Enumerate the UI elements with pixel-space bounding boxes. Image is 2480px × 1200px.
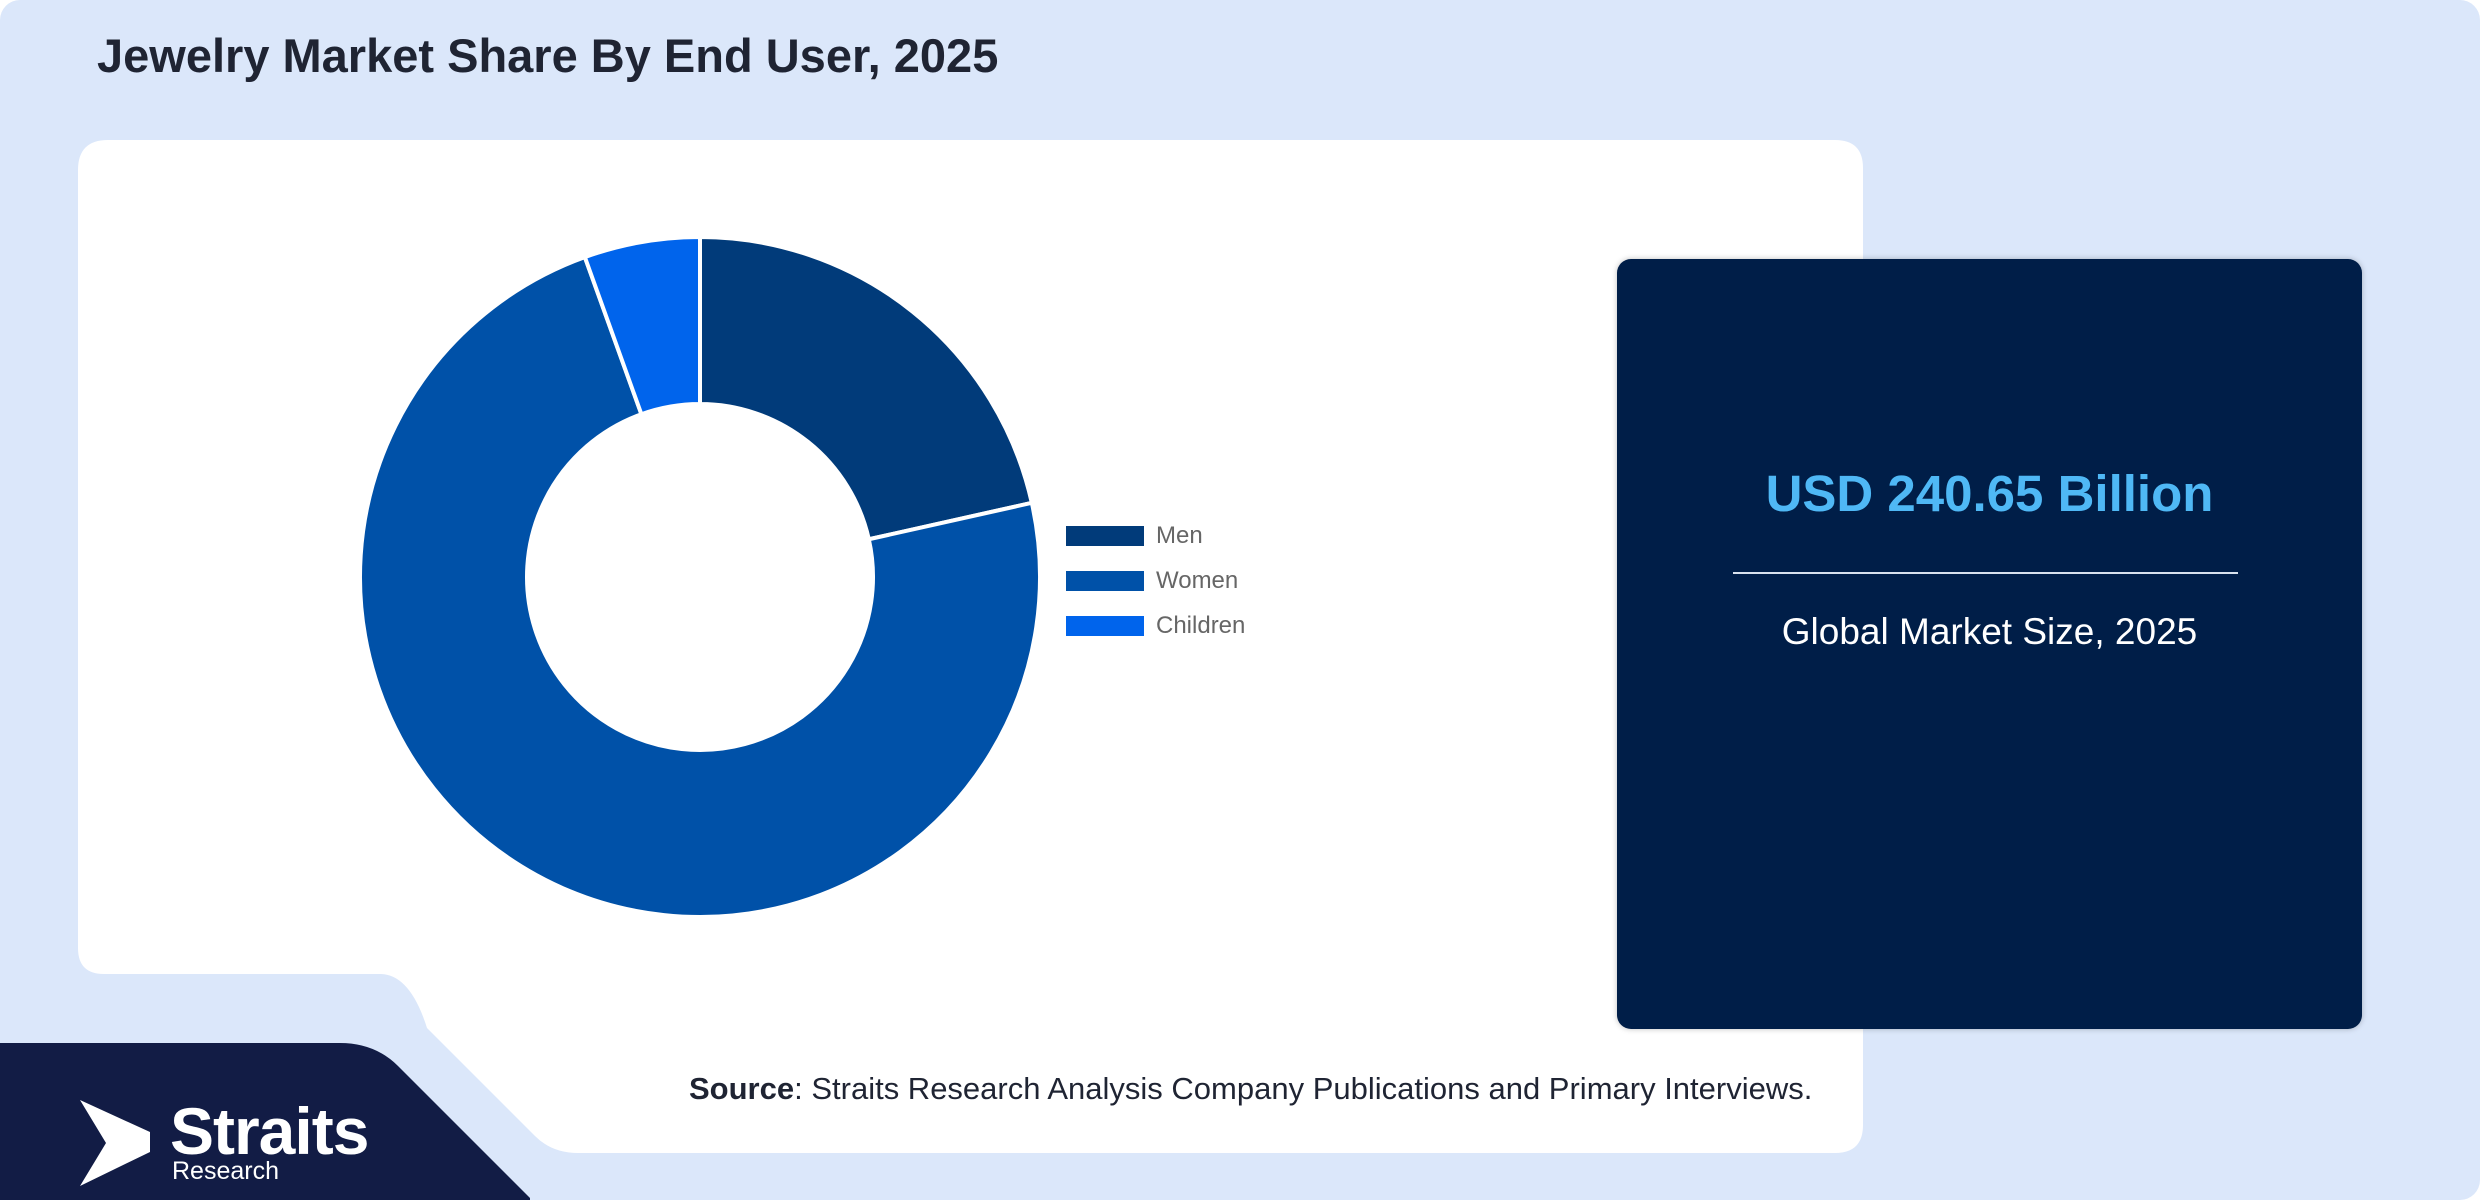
- donut-slice-women: [358, 254, 1042, 919]
- market-divider: [1733, 572, 2238, 574]
- market-size-card: USD 240.65 Billion Global Market Size, 2…: [1617, 259, 2362, 1029]
- source-note: Source: Straits Research Analysis Compan…: [689, 1071, 1812, 1107]
- legend-label: Women: [1156, 566, 1239, 594]
- footer-bar: [0, 1043, 530, 1200]
- legend-label: Children: [1156, 611, 1246, 639]
- chart-legend: Men Women Children: [1066, 513, 1245, 648]
- market-size-value: USD 240.65 Billion: [1765, 465, 2214, 522]
- donut-slice-children: [582, 234, 702, 417]
- legend-swatch: [1066, 615, 1144, 636]
- source-prefix: Source: [689, 1071, 795, 1106]
- chart-title: Jewelry Market Share By End User, 2025: [97, 29, 999, 82]
- market-size-label: Global Market Size, 2025: [1781, 611, 2198, 652]
- donut-slice-men: [698, 234, 1035, 542]
- legend-label: Men: [1156, 521, 1203, 549]
- donut-chart: [358, 234, 1042, 919]
- logo-name: Straits: [170, 1094, 369, 1168]
- legend-swatch: [1066, 525, 1144, 546]
- source-text: : Straits Research Analysis Company Publ…: [794, 1071, 1813, 1106]
- legend-item-children: Children: [1066, 603, 1245, 648]
- legend-swatch: [1066, 570, 1144, 591]
- straits-logo-icon: [80, 1100, 150, 1186]
- logo-subtitle: Research: [172, 1157, 279, 1185]
- legend-item-women: Women: [1066, 558, 1245, 603]
- legend-item-men: Men: [1066, 513, 1245, 558]
